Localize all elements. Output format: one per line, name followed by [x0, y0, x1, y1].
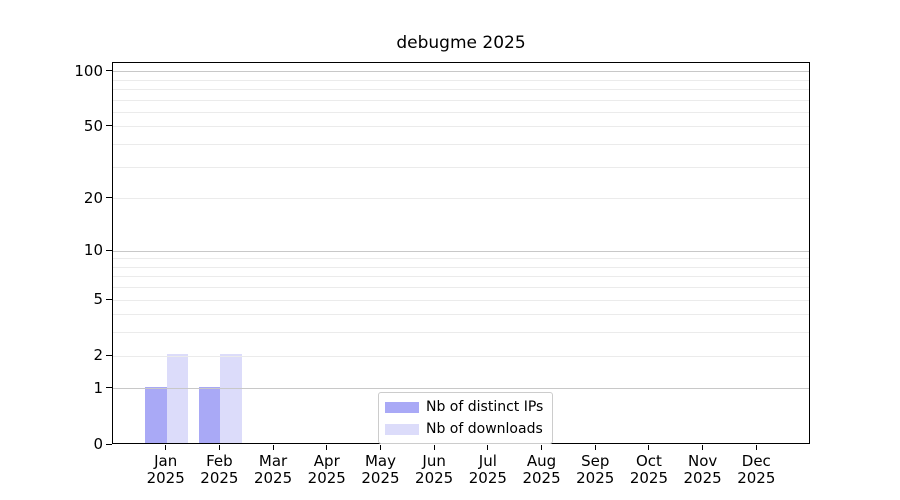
x-tick-label: Jun 2025 [394, 453, 474, 487]
gridline-minor [113, 276, 809, 278]
legend-row: Nb of downloads [385, 421, 543, 437]
bar-distinct-ips [145, 386, 167, 443]
x-tick-year: 2025 [146, 469, 185, 487]
x-tick-year: 2025 [683, 469, 722, 487]
gridline-minor [113, 99, 809, 101]
y-tick-mark [106, 443, 112, 445]
x-tick-label: May 2025 [340, 453, 420, 487]
gridline-major [113, 71, 809, 73]
x-tick-month: Jul [478, 452, 497, 470]
x-tick-year: 2025 [576, 469, 615, 487]
x-tick-mark [379, 445, 381, 450]
x-tick-year: 2025 [522, 469, 561, 487]
x-tick-label: Feb 2025 [179, 453, 259, 487]
x-tick-month: Dec [741, 452, 771, 470]
x-tick-month: Mar [258, 452, 288, 470]
plot-area [112, 62, 810, 444]
y-tick-label: 10 [83, 241, 103, 260]
x-tick-month: Aug [526, 452, 557, 470]
x-tick-year: 2025 [737, 469, 776, 487]
x-tick-month: Apr [313, 452, 340, 470]
gridline-major [113, 250, 809, 252]
x-tick-label: Aug 2025 [502, 453, 582, 487]
x-tick-mark [755, 445, 757, 450]
chart-title: debugme 2025 [396, 33, 526, 53]
legend-label: Nb of downloads [426, 421, 543, 437]
legend-swatch [385, 401, 419, 413]
x-tick-label: Jul 2025 [448, 453, 528, 487]
y-tick-mark [106, 387, 112, 389]
gridline-minor [113, 258, 809, 260]
x-tick-month: May [364, 452, 396, 470]
x-tick-mark [487, 445, 489, 450]
bar-downloads [166, 354, 189, 443]
y-tick-mark [106, 298, 112, 300]
y-tick-mark [106, 249, 112, 251]
x-tick-mark [326, 445, 328, 450]
x-tick-label: Apr 2025 [287, 453, 367, 487]
legend-swatch [385, 423, 419, 435]
y-tick-label: 50 [83, 116, 103, 135]
gridline-major [113, 388, 809, 390]
gridline-minor [113, 355, 809, 357]
legend-label: Nb of distinct IPs [426, 399, 544, 415]
x-tick-label: Oct 2025 [609, 453, 689, 487]
bar-downloads [220, 354, 242, 443]
x-tick-mark [272, 445, 274, 450]
x-tick-mark [648, 445, 650, 450]
x-tick-mark [165, 445, 167, 450]
gridline-minor [113, 79, 809, 81]
x-tick-mark [594, 445, 596, 450]
gridline-minor [113, 166, 809, 168]
x-tick-year: 2025 [307, 469, 346, 487]
y-tick-label: 20 [83, 188, 103, 207]
y-tick-label: 2 [93, 346, 103, 365]
x-tick-label: Dec 2025 [716, 453, 796, 487]
x-tick-month: Oct [635, 452, 662, 470]
x-tick-mark [433, 445, 435, 450]
x-tick-month: Sep [581, 452, 610, 470]
gridline-minor [113, 266, 809, 268]
y-tick-label: 100 [74, 61, 103, 80]
x-tick-label: Jan 2025 [126, 453, 206, 487]
legend-row: Nb of distinct IPs [385, 399, 543, 415]
gridline-minor [113, 198, 809, 200]
legend: Nb of distinct IPs Nb of downloads [378, 392, 554, 444]
y-tick-mark [106, 70, 112, 72]
y-tick-label: 0 [93, 435, 103, 453]
x-tick-label: Mar 2025 [233, 453, 313, 487]
x-tick-mark [218, 445, 220, 450]
gridline-minor [113, 144, 809, 146]
y-tick-mark [106, 197, 112, 199]
gridline-minor [113, 299, 809, 301]
x-tick-year: 2025 [629, 469, 669, 487]
x-tick-year: 2025 [200, 469, 239, 487]
x-tick-month: Jan [154, 452, 178, 470]
gridline-minor [113, 332, 809, 334]
x-tick-month: Jun [422, 452, 446, 470]
x-tick-year: 2025 [361, 469, 400, 487]
gridline-minor [113, 89, 809, 91]
y-tick-label: 5 [93, 290, 103, 309]
x-tick-year: 2025 [468, 469, 507, 487]
bar-distinct-ips [198, 386, 221, 443]
x-tick-label: Nov 2025 [663, 453, 743, 487]
y-tick-label: 1 [93, 378, 103, 397]
y-tick-mark [106, 354, 112, 356]
gridline-minor [113, 126, 809, 128]
x-tick-year: 2025 [253, 469, 293, 487]
x-tick-month: Feb [206, 452, 233, 470]
x-tick-mark [702, 445, 704, 450]
gridline-minor [113, 287, 809, 289]
x-tick-year: 2025 [415, 469, 454, 487]
x-tick-label: Sep 2025 [555, 453, 635, 487]
gridline-minor [113, 314, 809, 316]
gridline-minor [113, 111, 809, 113]
y-tick-mark [106, 125, 112, 127]
x-tick-month: Nov [687, 452, 718, 470]
x-tick-mark [541, 445, 543, 450]
